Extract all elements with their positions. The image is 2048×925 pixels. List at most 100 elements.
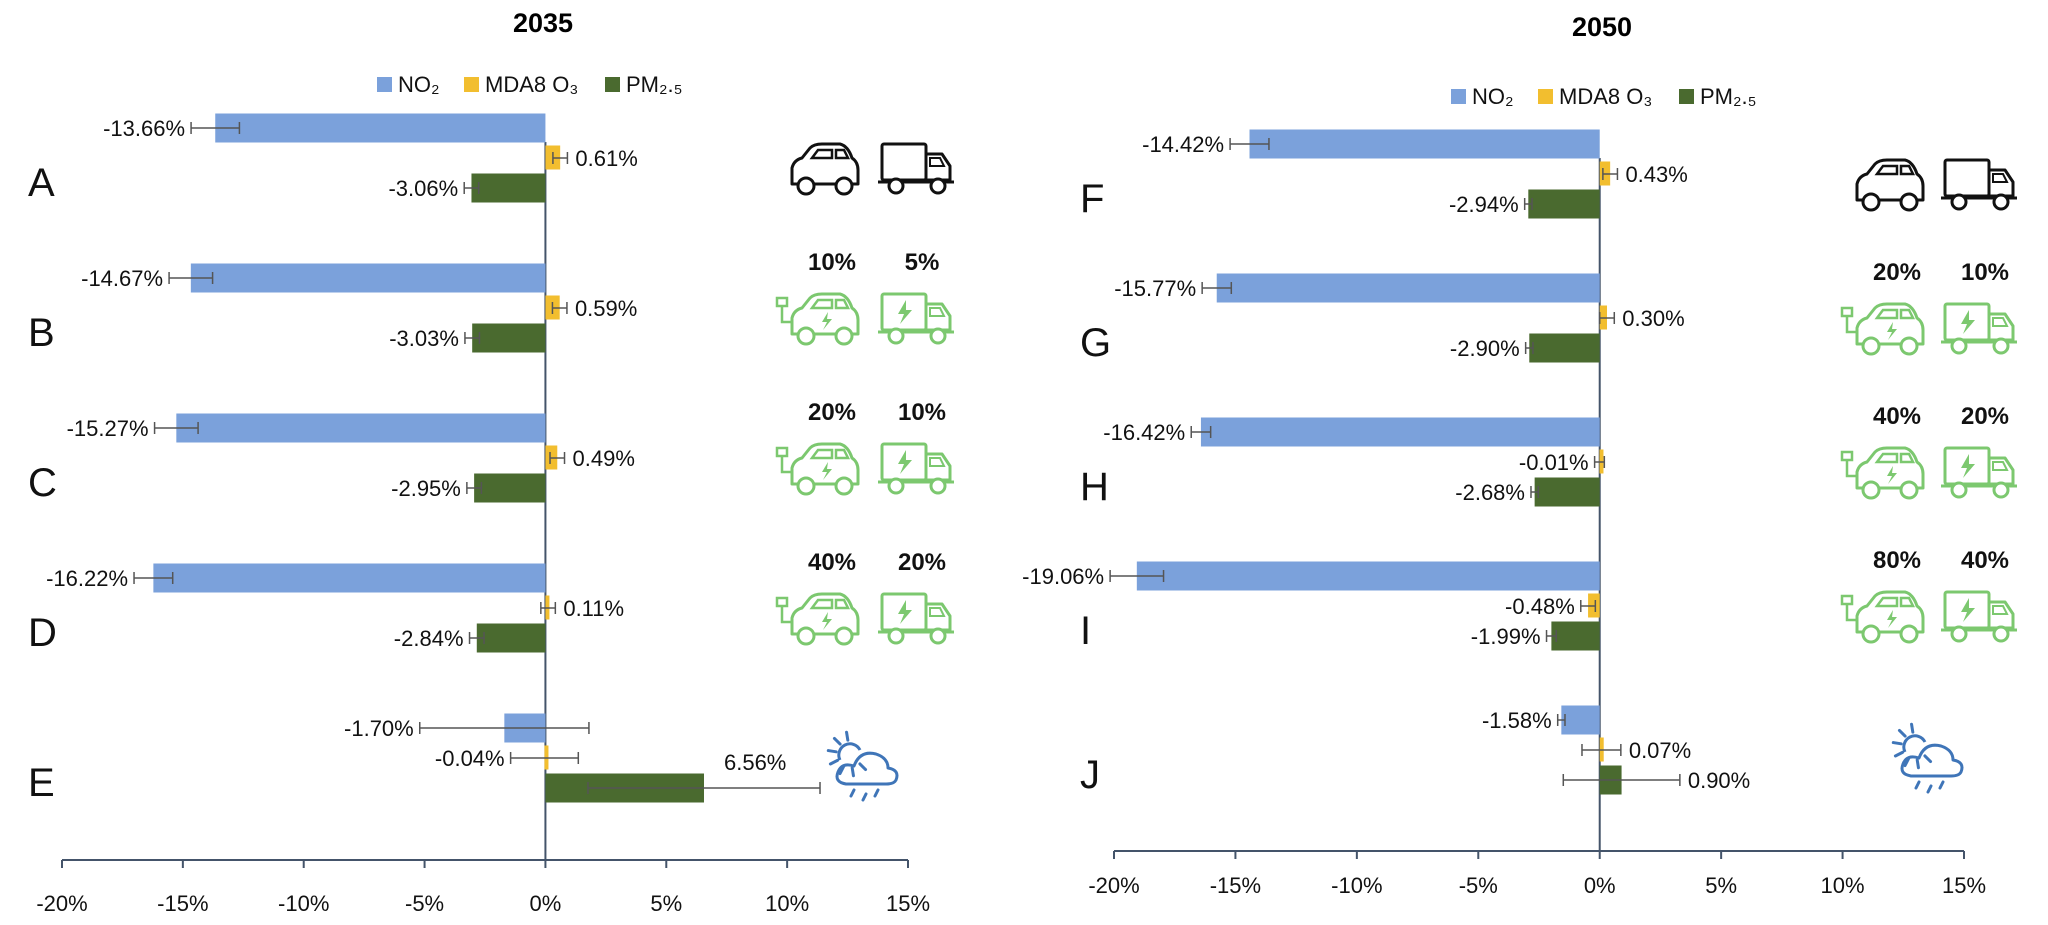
data-label: 0.30% xyxy=(1622,306,1684,331)
data-label: -0.04% xyxy=(435,746,505,771)
car-window xyxy=(809,298,851,310)
car-window xyxy=(1874,164,1916,176)
car-wheel xyxy=(1861,192,1881,212)
truck-window xyxy=(929,157,946,167)
row-H: H -16.42% -0.01% -2.68% 40% 20% xyxy=(1080,403,2017,509)
data-label: -15.27% xyxy=(67,416,149,441)
x-tick-label: 0% xyxy=(530,891,562,916)
data-label: -0.01% xyxy=(1519,450,1589,475)
x-tick-label: 10% xyxy=(765,891,809,916)
cloud-shape xyxy=(835,751,899,786)
legend-swatch xyxy=(464,77,479,92)
car-wheel xyxy=(796,326,816,346)
electric-car-icon xyxy=(1840,590,1925,644)
rain-drop xyxy=(1938,780,1945,790)
data-label: 0.49% xyxy=(573,446,635,471)
car-body xyxy=(790,592,860,636)
data-label: -2.84% xyxy=(394,626,464,651)
truck-window xyxy=(1992,605,2009,615)
truck-wheel xyxy=(929,477,947,495)
legend-swatch xyxy=(1679,89,1694,104)
data-label: 0.43% xyxy=(1625,162,1687,187)
plug-cable xyxy=(780,306,792,324)
electric-truck-icon xyxy=(878,292,954,345)
truck-share-label: 5% xyxy=(905,249,940,276)
plug-cable xyxy=(1845,604,1857,622)
row-label: A xyxy=(28,161,55,205)
lightning-icon xyxy=(898,300,912,324)
car-share-label: 10% xyxy=(808,249,856,276)
x-tick-label: 15% xyxy=(1942,873,1986,898)
legend-entry: NO₂ xyxy=(1472,84,1514,109)
data-label: -15.77% xyxy=(1114,276,1196,301)
sun-arc xyxy=(837,742,862,761)
data-label: 0.07% xyxy=(1629,738,1691,763)
car-window xyxy=(1874,596,1916,608)
truck-wheel xyxy=(1992,337,2010,355)
row-label: C xyxy=(28,461,57,505)
car-wheel xyxy=(796,626,816,646)
x-tick-label: -10% xyxy=(278,891,329,916)
car-icon xyxy=(1855,158,1925,212)
plug-head xyxy=(775,296,789,308)
row-C: C -15.27% 0.49% -2.95% 20% 10% xyxy=(28,399,954,505)
sun-ray xyxy=(850,766,855,778)
truck-wheel xyxy=(1992,625,2010,643)
sun-arc xyxy=(1902,734,1927,753)
row-E: E -1.70% -0.04% 6.56% xyxy=(28,713,899,805)
bar xyxy=(474,473,546,503)
car-body xyxy=(790,142,860,186)
bar xyxy=(472,323,546,353)
data-label: -2.68% xyxy=(1455,480,1525,505)
scenario-icons xyxy=(826,730,899,802)
sun-ray xyxy=(858,762,868,772)
lightning-icon xyxy=(1887,466,1897,484)
row-D: D -16.22% 0.11% -2.84% 40% 20% xyxy=(28,549,954,655)
data-label: -1.99% xyxy=(1471,624,1541,649)
chart-title: 2050 xyxy=(1572,12,1632,42)
row-A: A -13.66% 0.61% -3.06% xyxy=(28,113,954,205)
sun-ray xyxy=(826,749,838,754)
data-label: -16.22% xyxy=(46,566,128,591)
car-share-label: 80% xyxy=(1873,547,1921,574)
bar xyxy=(1561,705,1600,735)
electric-car-icon xyxy=(1840,302,1925,356)
plug-head xyxy=(1840,306,1854,318)
x-tick-label: 5% xyxy=(650,891,682,916)
truck-window xyxy=(929,607,946,617)
row-label: I xyxy=(1080,609,1091,653)
lightning-icon xyxy=(898,600,912,624)
lightning-icon xyxy=(1961,310,1975,334)
x-tick-label: -5% xyxy=(1459,873,1498,898)
plug-cable xyxy=(780,456,792,474)
truck-share-label: 10% xyxy=(1961,259,2009,286)
legend-swatch xyxy=(605,77,620,92)
car-wheel xyxy=(1899,192,1919,212)
data-label: -3.06% xyxy=(388,176,458,201)
car-wheel xyxy=(1861,480,1881,500)
bar xyxy=(1534,477,1600,507)
data-label: -0.48% xyxy=(1505,594,1575,619)
legend-entry: MDA8 O₃ xyxy=(1559,84,1652,109)
car-body xyxy=(1855,590,1925,634)
bar xyxy=(1529,333,1600,363)
cloud-shape xyxy=(1900,743,1964,778)
plug-head xyxy=(775,446,789,458)
legend: NO₂ MDA8 O₃ PM₂.₅ xyxy=(1451,84,1757,109)
lightning-icon xyxy=(822,312,832,330)
data-label: 6.56% xyxy=(724,750,786,775)
truck-wheel xyxy=(929,327,947,345)
data-label: -19.06% xyxy=(1022,564,1104,589)
car-body xyxy=(790,442,860,486)
rain-drop xyxy=(873,788,880,798)
legend-swatch xyxy=(1451,89,1466,104)
car-wheel xyxy=(1899,336,1919,356)
truck-window xyxy=(1992,461,2009,471)
legend: NO₂ MDA8 O₃ PM₂.₅ xyxy=(377,72,683,97)
truck-wheel xyxy=(887,477,905,495)
car-window xyxy=(1874,308,1916,320)
data-label: -2.90% xyxy=(1450,336,1520,361)
lightning-icon xyxy=(1887,322,1897,340)
bar xyxy=(153,563,546,593)
